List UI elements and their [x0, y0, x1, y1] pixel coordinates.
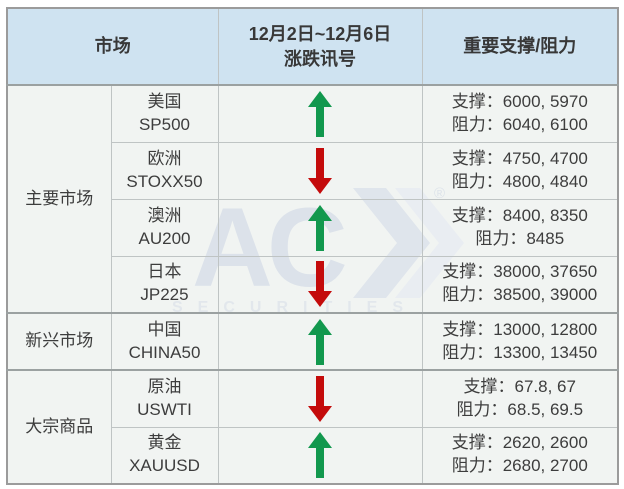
support-line: 支撑：2620, 2600 — [451, 433, 588, 453]
signal-cell — [217, 198, 423, 257]
support-line: 支撑：4750, 4700 — [451, 148, 588, 168]
group-cell-commodities: 大宗商品 — [6, 369, 112, 485]
signal-cell — [217, 312, 423, 371]
market-cell: 日本 JP225 — [110, 255, 219, 314]
symbol-label: STOXX50 — [126, 171, 203, 191]
market-cell: 欧洲 STOXX50 — [110, 141, 219, 200]
region-label: 原油 — [147, 376, 182, 396]
support-line: 支撑：6000, 5970 — [451, 91, 588, 111]
region-label: 中国 — [147, 319, 182, 339]
resistance-line: 阻力：4800, 4840 — [451, 171, 588, 191]
region-label: 日本 — [147, 262, 182, 282]
signal-arrow-icon — [307, 261, 333, 308]
levels-cell: 支撑：38000, 37650 阻力：38500, 39000 — [421, 255, 619, 314]
support-line: 支撑：67.8, 67 — [463, 376, 576, 396]
support-line: 支撑：13000, 12800 — [442, 319, 598, 339]
support-line: 支撑：38000, 37650 — [442, 262, 598, 282]
table-row: 黄金 XAUUSD 支撑：2620, 2600 阻力：2680, 2700 — [7, 426, 619, 485]
header-signal-period: 12月2日~12月6日 — [248, 24, 392, 45]
symbol-label: SP500 — [138, 114, 191, 134]
levels-cell: 支撑：13000, 12800 阻力：13300, 13450 — [421, 312, 619, 371]
header-signal-label: 涨跌讯号 — [284, 48, 356, 69]
header-levels: 重要支撑/阻力 — [421, 7, 619, 86]
resistance-line: 阻力：13300, 13450 — [442, 342, 598, 362]
symbol-label: USWTI — [137, 399, 192, 419]
market-signals-table: 市场 12月2日~12月6日 涨跌讯号 重要支撑/阻力 主要市场 美国 SP50… — [6, 7, 619, 485]
levels-cell: 支撑：67.8, 67 阻力：68.5, 69.5 — [421, 369, 619, 428]
market-cell: 中国 CHINA50 — [110, 312, 219, 371]
resistance-line: 阻力：6040, 6100 — [451, 114, 588, 134]
symbol-label: XAUUSD — [129, 456, 200, 476]
resistance-line: 阻力：68.5, 69.5 — [456, 399, 584, 419]
market-cell: 澳洲 AU200 — [110, 198, 219, 257]
signal-cell — [217, 141, 423, 200]
signal-arrow-icon — [307, 204, 333, 251]
symbol-label: AU200 — [138, 228, 191, 248]
market-cell: 美国 SP500 — [110, 84, 219, 143]
table-row: 主要市场 美国 SP500 支撑：6000, 5970 阻力：6040, 610… — [6, 84, 619, 314]
table-row: 大宗商品 原油 USWTI 支撑：67.8, 67 阻力：68.5, 69.5 — [6, 369, 619, 485]
support-line: 支撑：8400, 8350 — [451, 205, 588, 225]
table-row: 新兴市场 中国 CHINA50 支撑：13000, 12800 阻力：13300… — [6, 312, 619, 371]
signal-cell — [217, 369, 423, 428]
region-label: 黄金 — [147, 433, 182, 453]
signal-cell — [217, 84, 423, 143]
header-market: 市场 — [6, 7, 219, 86]
header-signal: 12月2日~12月6日 涨跌讯号 — [217, 7, 423, 86]
resistance-line: 阻力：38500, 39000 — [442, 285, 598, 305]
symbol-label: CHINA50 — [128, 342, 201, 362]
levels-cell: 支撑：4750, 4700 阻力：4800, 4840 — [421, 141, 619, 200]
resistance-line: 阻力：2680, 2700 — [451, 456, 588, 476]
signal-arrow-icon — [307, 318, 333, 365]
region-label: 美国 — [147, 91, 182, 111]
signal-arrow-icon — [307, 432, 333, 479]
signal-cell — [217, 426, 423, 485]
levels-cell: 支撑：2620, 2600 阻力：2680, 2700 — [421, 426, 619, 485]
signal-arrow-icon — [307, 375, 333, 422]
levels-cell: 支撑：8400, 8350 阻力：8485 — [421, 198, 619, 257]
group-cell-emerging-markets: 新兴市场 — [6, 312, 112, 371]
region-label: 澳洲 — [147, 205, 182, 225]
header-row: 市场 12月2日~12月6日 涨跌讯号 重要支撑/阻力 — [6, 7, 619, 86]
region-label: 欧洲 — [147, 148, 182, 168]
levels-cell: 支撑：6000, 5970 阻力：6040, 6100 — [421, 84, 619, 143]
group-cell-major-markets: 主要市场 — [6, 84, 112, 314]
symbol-label: JP225 — [140, 285, 189, 305]
market-cell: 黄金 XAUUSD — [110, 426, 219, 485]
market-cell: 原油 USWTI — [110, 369, 219, 428]
signal-arrow-icon — [307, 147, 333, 194]
signal-arrow-icon — [307, 90, 333, 137]
resistance-line: 阻力：8485 — [475, 228, 565, 248]
signal-cell — [217, 255, 423, 314]
